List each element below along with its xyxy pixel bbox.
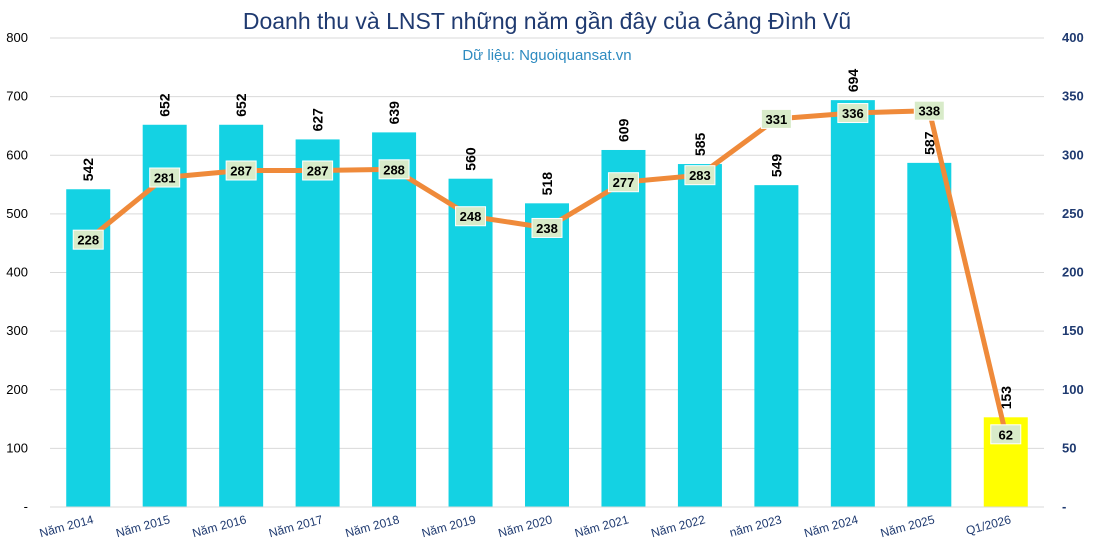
line-value-label: 248	[460, 209, 482, 224]
y-left-tick-label: -	[24, 499, 28, 514]
x-tick-label: Năm 2015	[114, 512, 171, 540]
x-tick-label: Năm 2018	[344, 512, 401, 540]
bar	[295, 139, 340, 507]
line-value-label: 228	[77, 233, 99, 248]
bar-value-label: 518	[539, 172, 555, 196]
line-value-label: 338	[918, 104, 940, 119]
x-tick-label: Năm 2022	[650, 512, 707, 540]
line-value-label: 277	[613, 175, 635, 190]
y-right-tick-label: 100	[1062, 382, 1084, 397]
y-left-tick-label: 200	[6, 382, 28, 397]
bar-value-label: 694	[845, 69, 861, 93]
x-tick-label: năm 2023	[728, 512, 783, 539]
bar	[372, 132, 417, 508]
x-tick-label: Q1/2026	[964, 512, 1012, 538]
bar	[601, 149, 646, 507]
line-value-label: 336	[842, 106, 864, 121]
y-left-tick-label: 100	[6, 440, 28, 455]
line-label-box	[378, 159, 410, 180]
y-right-tick-label: 200	[1062, 265, 1084, 280]
x-tick-label: Năm 2017	[267, 512, 324, 540]
line-label-box	[302, 160, 334, 181]
x-tick-label: Năm 2025	[879, 512, 936, 540]
bar-value-label: 609	[615, 118, 631, 142]
bar-value-label: 560	[463, 147, 479, 171]
x-tick-label: Năm 2020	[497, 512, 554, 540]
bar	[219, 124, 264, 507]
chart-subtitle: Dữ liệu: Nguoiquansat.vn	[462, 47, 632, 64]
y-left-tick-label: 400	[6, 265, 28, 280]
y-left-tick-label: 800	[6, 30, 28, 45]
x-tick-label: Năm 2019	[420, 512, 477, 540]
line-label-box	[837, 103, 869, 124]
y-left-tick-label: 700	[6, 89, 28, 104]
line-value-label: 287	[307, 163, 329, 178]
x-tick-label: Năm 2024	[803, 512, 860, 540]
line-value-label: 288	[383, 162, 405, 177]
bar-value-label: 652	[157, 93, 173, 117]
bar-value-label: 652	[233, 93, 249, 117]
line-label-box	[913, 100, 945, 121]
bar-value-label: 549	[768, 154, 784, 178]
line-label-box	[760, 108, 792, 129]
bar	[448, 178, 493, 507]
bar	[677, 164, 722, 507]
line-label-box	[684, 165, 716, 186]
line-value-label: 281	[154, 171, 176, 186]
y-right-tick-label: 150	[1062, 323, 1084, 338]
y-right-tick-label: 400	[1062, 30, 1084, 45]
bar-value-label: 585	[692, 132, 708, 156]
line-value-label: 287	[230, 163, 252, 178]
bar	[525, 203, 569, 507]
chart-title: Doanh thu và LNST những năm gần đây của …	[242, 8, 852, 34]
x-tick-label: Năm 2014	[38, 512, 95, 540]
line-label-box	[990, 424, 1022, 445]
line-label-box	[607, 172, 639, 193]
line-label-box	[225, 160, 257, 181]
line-value-label: 238	[536, 221, 558, 236]
y-right-tick-label: 250	[1062, 206, 1084, 221]
line-label-box	[149, 167, 181, 188]
y-left-tick-label: 500	[6, 206, 28, 221]
line-label-box	[531, 217, 563, 238]
line-label-box	[455, 206, 487, 227]
line-value-label: 283	[689, 168, 711, 183]
x-tick-label: Năm 2021	[573, 512, 630, 540]
bar-value-label: 153	[998, 386, 1014, 410]
bar-value-label: 627	[310, 108, 326, 132]
line-value-label: 331	[766, 112, 788, 127]
y-right-tick-label: 300	[1062, 147, 1084, 162]
x-tick-label: Năm 2016	[191, 512, 248, 540]
bar	[754, 185, 799, 507]
y-left-tick-label: 300	[6, 323, 28, 338]
y-right-tick-label: 50	[1062, 440, 1076, 455]
bar	[830, 100, 875, 507]
y-right-tick-label: 350	[1062, 89, 1084, 104]
y-left-tick-label: 600	[6, 147, 28, 162]
bar-value-label: 639	[386, 101, 402, 125]
line-label-box	[72, 229, 104, 250]
line-value-label: 62	[999, 427, 1013, 442]
y-right-tick-label: -	[1062, 499, 1066, 514]
bar	[907, 162, 952, 507]
bar-value-label: 542	[80, 158, 96, 182]
